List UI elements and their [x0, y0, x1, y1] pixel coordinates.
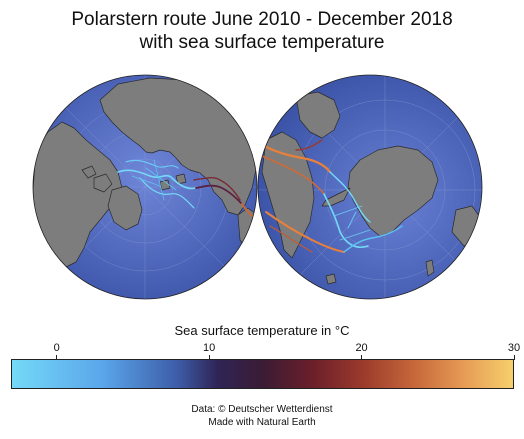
- north-landmass: [33, 77, 257, 269]
- north-globe: [32, 74, 258, 300]
- credit-data-source: Data: © Deutscher Wetterdienst: [191, 404, 333, 415]
- colorbar-tick-label: 0: [53, 342, 60, 354]
- colorbar-title: Sea surface temperature in °C: [174, 323, 350, 338]
- colorbar: [11, 359, 514, 389]
- colorbar-tick-label: 20: [355, 342, 368, 354]
- colorbar-tick-mark: [513, 355, 515, 360]
- colorbar-tick-mark: [208, 355, 210, 360]
- north-tracks: [117, 159, 255, 219]
- credit-natural-earth: Made with Natural Earth: [208, 417, 316, 428]
- title-line-1: Polarstern route June 2010 - December 20…: [71, 9, 453, 30]
- south-globe: [257, 74, 483, 300]
- colorbar-tick-mark: [361, 355, 363, 360]
- colorbar-tick-label: 10: [203, 342, 216, 354]
- map-title: Polarstern route June 2010 - December 20…: [0, 8, 524, 54]
- colorbar-tick-mark: [56, 355, 58, 360]
- colorbar-tick-label: 30: [507, 342, 521, 354]
- south-tracks: [261, 139, 403, 253]
- maps-panel: [32, 74, 483, 300]
- title-line-2: with sea surface temperature: [139, 32, 385, 53]
